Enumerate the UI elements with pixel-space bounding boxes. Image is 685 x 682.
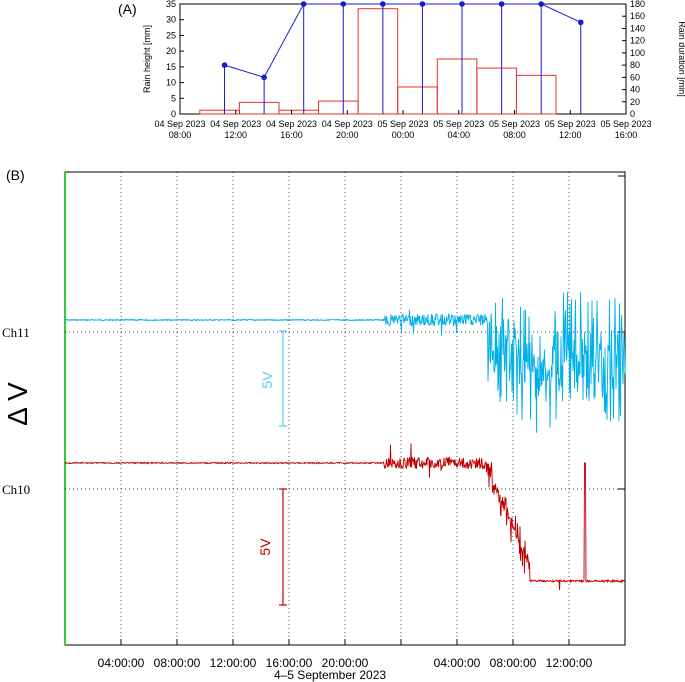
rain-height-bar (238, 101, 280, 115)
rain-height-tick-label: 30 (166, 15, 176, 25)
rain-time-tick-time: 16:00 (280, 130, 303, 140)
rain-duration-point (498, 1, 505, 7)
time-tick-label: 12:00:00 (210, 656, 257, 670)
rain-duration-tick-label: 160 (630, 11, 645, 21)
ch11-scale-label: 5V (259, 371, 275, 389)
ch11-trace (64, 291, 626, 433)
time-tick-label: 16:00:00 (266, 656, 313, 670)
rain-height-bar (397, 86, 438, 115)
rain-time-tick-time: 08:00 (503, 130, 526, 140)
rain-height-tick-label: 0 (171, 109, 176, 119)
rain-duration-point (300, 1, 307, 7)
rain-height-tick-label: 5 (171, 93, 176, 103)
rain-height-tick-label: 20 (166, 46, 176, 56)
rain-duration-tick-label: 180 (630, 0, 645, 9)
time-tick-label: 08:00:00 (154, 656, 201, 670)
time-tick-label: 20:00:00 (322, 656, 369, 670)
rain-time-tick-time: 08:00 (169, 130, 192, 140)
rain-duration-point (459, 1, 465, 7)
ch10-trace (64, 443, 626, 591)
rain-duration-tick-label: 120 (630, 36, 645, 46)
rain-duration-tick-label: 100 (630, 48, 645, 58)
rain-duration-point (577, 19, 584, 26)
rain-duration-line (224, 3, 581, 78)
delta-v-axis-label: Δ V (2, 382, 33, 426)
rain-duration-point (221, 62, 228, 68)
panel-label-b: (B) (6, 167, 25, 183)
time-tick-label: 08:00:00 (490, 656, 537, 670)
rain-duration-tick-label: 40 (630, 85, 640, 95)
time-axis-label: 4–5 September 2023 (274, 668, 386, 682)
rain-duration-tick-label: 0 (630, 109, 635, 119)
rain-time-tick-date: 04 Sep 2023 (322, 119, 373, 129)
rain-height-tick-label: 15 (166, 62, 176, 72)
rain-duration-point (538, 1, 544, 7)
time-tick-label: 04:00:00 (434, 656, 481, 670)
ch10-scale-label: 5V (257, 538, 273, 556)
rain-time-tick-date: 04 Sep 2023 (210, 119, 261, 129)
rain-height-axis-label: Rain height [mm] (142, 25, 152, 93)
rain-duration-tick-label: 140 (630, 23, 645, 33)
time-tick-label: 04:00:00 (98, 656, 145, 670)
rain-time-tick-time: 16:00 (615, 130, 638, 140)
rain-chart-frame (179, 3, 627, 115)
rain-height-bar (476, 67, 517, 115)
rain-height-bar (199, 109, 240, 115)
rain-height-bar (278, 109, 320, 115)
rain-height-tick-label: 10 (166, 78, 176, 88)
rain-time-tick-time: 04:00 (447, 130, 470, 140)
rain-duration-axis-label: Rain duration [min] (677, 21, 685, 97)
rain-duration-point (380, 1, 386, 7)
panel-label-a: (A) (118, 1, 137, 17)
rain-time-tick-date: 05 Sep 2023 (545, 119, 596, 129)
rain-time-tick-time: 00:00 (392, 130, 415, 140)
rain-duration-point (419, 1, 426, 7)
rain-duration-point (340, 1, 347, 7)
rain-time-tick-time: 20:00 (336, 130, 359, 140)
rain-height-bar (515, 74, 557, 115)
rain-height-tick-label: 25 (166, 30, 176, 40)
rain-duration-tick-label: 20 (630, 97, 640, 107)
rain-height-tick-label: 35 (166, 0, 176, 9)
rain-duration-tick-label: 80 (630, 60, 640, 70)
rain-duration-point (261, 74, 267, 81)
rain-time-tick-date: 05 Sep 2023 (600, 119, 651, 129)
rain-height-bar (357, 8, 399, 115)
rain-time-tick-date: 05 Sep 2023 (433, 119, 484, 129)
rain-time-tick-time: 12:00 (559, 130, 582, 140)
rain-height-bar (318, 100, 359, 115)
rain-time-tick-date: 05 Sep 2023 (489, 119, 540, 129)
rain-height-bar (436, 58, 478, 115)
rain-time-tick-date: 05 Sep 2023 (377, 119, 428, 129)
rain-duration-tick-label: 60 (630, 72, 640, 82)
rain-time-tick-time: 12:00 (224, 130, 247, 140)
rain-time-tick-date: 04 Sep 2023 (266, 119, 317, 129)
channel-label-ch11: Ch11 (2, 325, 30, 340)
rain-time-tick-date: 04 Sep 2023 (154, 119, 205, 129)
voltage-chart: 04:00:00 08:00:00 12:00:00 16:00:00 20:00:00… (2, 171, 626, 682)
channel-label-ch10: Ch10 (2, 482, 30, 497)
time-tick-label: 12:00:00 (546, 656, 593, 670)
